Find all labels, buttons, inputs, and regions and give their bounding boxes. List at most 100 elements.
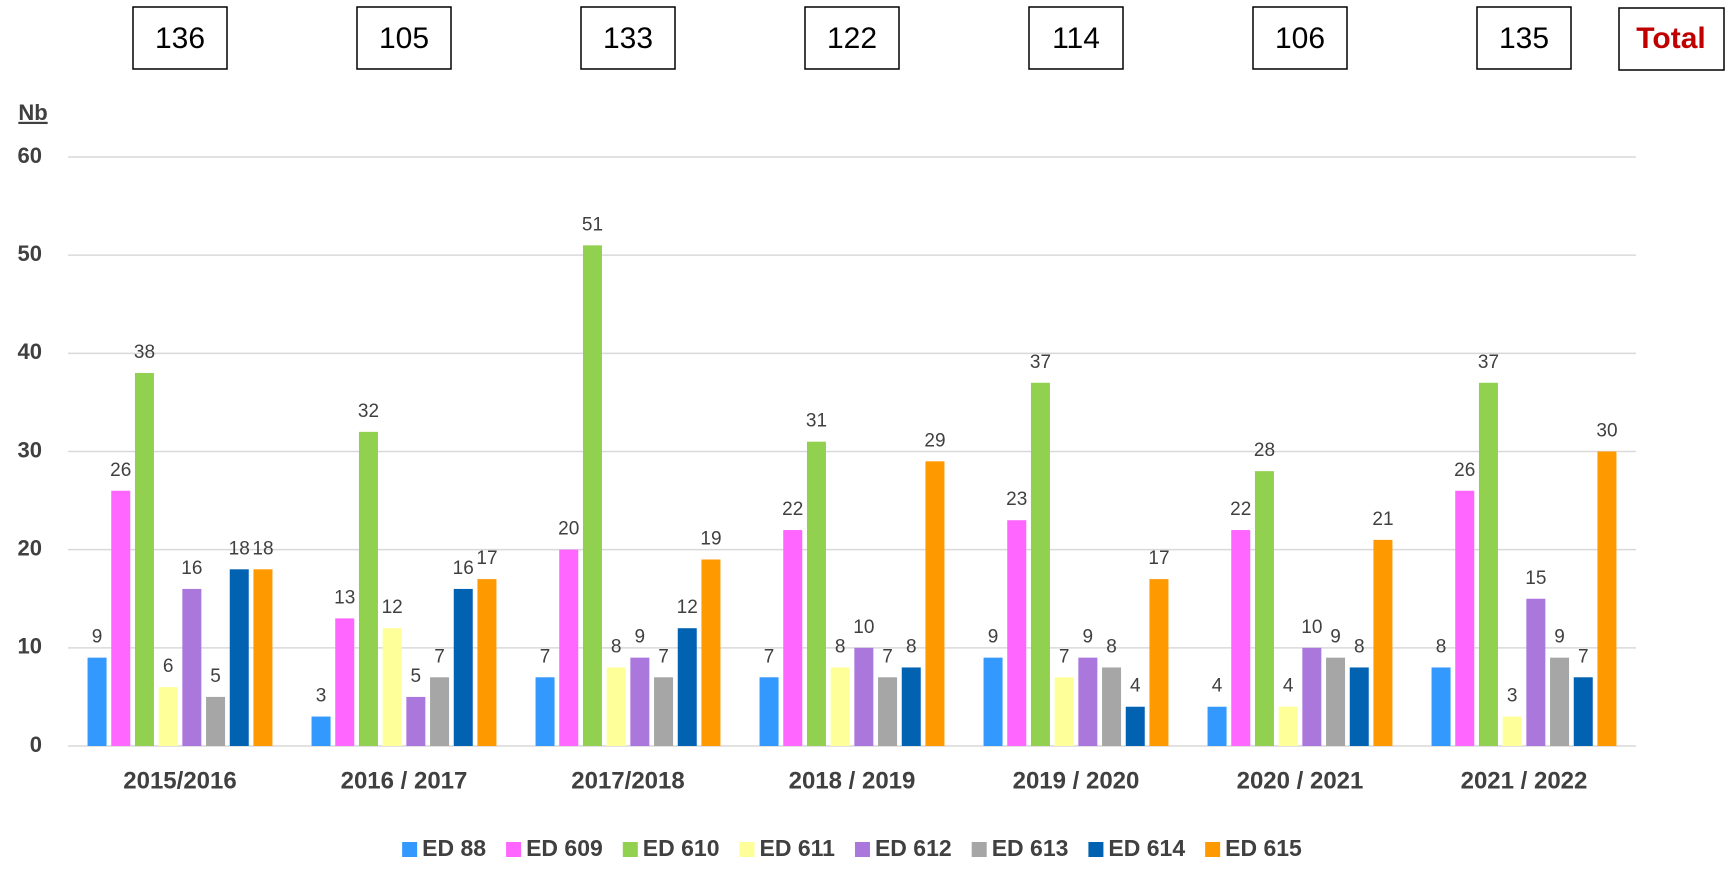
bar [925,461,945,746]
bar [1231,530,1251,746]
value-label: 17 [1148,548,1169,569]
total-value: 105 [379,22,429,55]
value-label: 12 [677,597,698,618]
bar [701,559,721,746]
value-label: 22 [782,499,803,520]
bar [311,716,331,746]
legend-swatch [622,842,638,857]
total-box [1252,6,1348,70]
bar [111,490,131,746]
value-label: 16 [181,558,202,579]
value-label: 8 [1436,636,1447,657]
value-label: 32 [358,401,379,422]
y-tick-label: 50 [18,241,42,266]
legend-swatch [1088,842,1104,857]
bar [1326,657,1346,746]
value-label: 31 [806,411,827,432]
bar [1278,706,1298,746]
value-label: 26 [110,460,131,481]
value-label: 3 [316,686,327,707]
y-tick-label: 10 [18,634,42,659]
value-label: 7 [764,646,775,667]
value-label: 26 [1454,460,1475,481]
bar [806,441,826,746]
value-label: 9 [988,627,999,648]
total-box [580,6,676,70]
y-tick-label: 20 [18,535,42,560]
value-label: 4 [1212,676,1223,697]
legend-label: ED 613 [992,835,1069,861]
total-value: 106 [1275,22,1325,55]
bar [878,677,898,746]
x-tick-label: 2016 / 2017 [341,767,468,794]
value-label: 38 [134,342,155,363]
value-label: 7 [434,646,445,667]
value-label: 29 [924,430,945,451]
value-label: 5 [411,666,422,687]
total-value: 135 [1499,22,1549,55]
bar [1349,667,1369,746]
legend-label: ED 611 [760,835,836,861]
total-box [132,6,228,70]
value-label: 18 [229,538,250,559]
value-label: 3 [1507,686,1518,707]
bar [1054,677,1074,746]
bar [182,588,202,746]
legend-swatch [1205,842,1221,857]
bar [759,677,779,746]
bar [206,696,226,746]
value-label: 9 [1554,627,1565,648]
total-box [804,6,900,70]
value-label: 19 [700,528,721,549]
value-label: 4 [1130,676,1141,697]
total-value: 136 [155,22,205,55]
bar [134,372,154,746]
x-tick-label: 2020 / 2021 [1237,767,1364,794]
value-label: 28 [1254,440,1275,461]
bar [1431,667,1451,746]
value-label: 21 [1372,509,1393,530]
value-label: 8 [1106,636,1117,657]
total-label: Total [1636,22,1705,55]
bar [854,647,874,746]
y-tick-label: 60 [18,143,42,168]
bar [1573,677,1593,746]
value-label: 51 [582,214,603,235]
bar [253,569,273,746]
x-tick-label: 2021 / 2022 [1461,767,1588,794]
value-label: 8 [906,636,917,657]
bar [1007,520,1027,746]
value-label: 17 [476,548,497,569]
legend-swatch [506,842,522,857]
bar [335,618,355,746]
legend-label: ED 609 [526,835,603,861]
total-box [1618,7,1725,71]
bar [606,667,626,746]
bar [229,569,249,746]
value-label: 18 [252,538,273,559]
value-label: 7 [658,646,669,667]
bar [1597,451,1617,746]
bar [1373,539,1393,746]
bar [1302,647,1322,746]
value-label: 16 [453,558,474,579]
bar [453,588,473,746]
value-label: 8 [835,636,846,657]
y-tick-label: 30 [18,437,42,462]
bar [830,667,850,746]
x-tick-label: 2018 / 2019 [789,767,916,794]
value-label: 9 [1083,627,1094,648]
bar [1125,706,1145,746]
y-axis-label: Nb [18,100,47,125]
bar [901,667,921,746]
bar [1550,657,1570,746]
legend-swatch [402,842,418,857]
value-label: 7 [1059,646,1070,667]
bar [430,677,450,746]
legend-label: ED 88 [422,835,486,861]
value-label: 7 [540,646,551,667]
value-label: 37 [1478,352,1499,373]
total-box [1028,6,1124,70]
value-label: 8 [1354,636,1365,657]
